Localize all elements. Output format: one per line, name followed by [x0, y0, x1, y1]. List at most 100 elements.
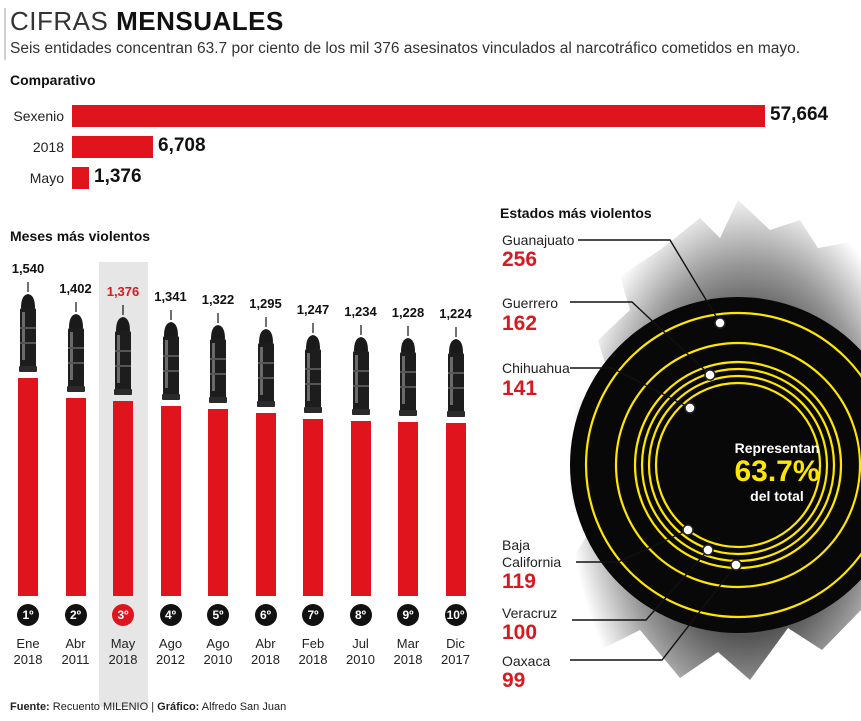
- month-bar: [160, 406, 181, 596]
- month-bar: [65, 397, 86, 596]
- rank-badge: 4º: [159, 604, 182, 626]
- state-name-guanajuato: Guanajuato: [502, 232, 575, 248]
- rank-badge: 1º: [17, 604, 39, 626]
- state-value-oaxaca: 99: [502, 669, 526, 692]
- year-label: 2010: [346, 652, 375, 667]
- source-value: Recuento MILENIO: [52, 701, 149, 713]
- state-name-veracruz: Veracruz: [502, 605, 558, 621]
- leader-veracruz: [572, 549, 709, 621]
- comparativo-bar: [72, 136, 153, 158]
- bullet-icon: [19, 282, 37, 372]
- marker-chihuahua: [684, 402, 696, 414]
- month-label: Ene: [16, 636, 40, 651]
- state-name-oaxaca: Oaxaca: [502, 653, 551, 669]
- month-bar: [18, 378, 38, 596]
- graphic-label: Gráfico:: [157, 701, 200, 713]
- state-value-guanajuato: 256: [502, 248, 538, 271]
- month-label: Abr: [255, 636, 276, 651]
- month-bar: [350, 421, 371, 596]
- year-label: 2018: [13, 652, 43, 667]
- footer-separator: |: [151, 701, 155, 713]
- leader-guerrero: [570, 301, 711, 376]
- leader-chihuahua: [570, 367, 691, 409]
- marker-baja: [682, 524, 694, 536]
- month-label: Feb: [301, 636, 325, 651]
- state-name-baja-line2: California: [502, 554, 562, 570]
- comparativo-value: 57,664: [770, 104, 829, 125]
- month-value-label: 1,402: [59, 280, 92, 296]
- year-label: 2017: [441, 652, 470, 667]
- marker-oaxaca: [730, 559, 742, 571]
- rank-badge: 6º: [254, 604, 277, 626]
- leader-oaxaca: [570, 564, 737, 661]
- leader-baja: [576, 529, 689, 563]
- month-value-label: 1,322: [201, 291, 235, 307]
- month-value-label: 1,247: [296, 302, 330, 318]
- footer: Fuente: Recuento MILENIO | Gráfico: Alfr…: [10, 701, 286, 713]
- yellow-ring-6: [654, 381, 822, 549]
- center-percent: 63.7%: [734, 455, 820, 488]
- title-light: CIFRAS: [10, 6, 109, 36]
- yellow-ring-1: [584, 311, 861, 619]
- page-subtitle: Seis entidades concentran 63.7 por cient…: [10, 40, 801, 57]
- months-heading: Meses más violentos: [10, 228, 151, 244]
- rank-badge: 3º: [112, 604, 134, 626]
- comparativo-heading: Comparativo: [10, 72, 96, 88]
- month-bar: [445, 422, 466, 596]
- source-label: Fuente:: [10, 701, 50, 713]
- leader-lines: [570, 239, 737, 661]
- state-name-baja-line1: Baja: [502, 537, 531, 553]
- comparativo-value: 1,376: [94, 166, 142, 187]
- hole-center: [570, 297, 861, 633]
- rank-badge: 9º: [397, 604, 419, 626]
- bullet-icon: [399, 326, 417, 417]
- month-label: May: [110, 636, 136, 651]
- comparativo-value: 6,708: [158, 135, 206, 156]
- bullet-icon: [446, 326, 465, 417]
- year-label: 2011: [61, 652, 90, 667]
- month-bar: [398, 422, 418, 596]
- states-heading: Estados más violentos: [500, 205, 652, 221]
- comparativo-label: Sexenio: [13, 108, 64, 124]
- month-label: Abr: [65, 636, 86, 651]
- month-value-label: 1,224: [439, 305, 472, 321]
- year-label: 2010: [203, 652, 233, 667]
- comparativo-label: Mayo: [29, 170, 64, 186]
- state-value-chihuahua: 141: [502, 377, 538, 400]
- rank-badge: 2º: [64, 604, 87, 626]
- comparativo-bar: [72, 167, 89, 189]
- bullet-icon: [256, 316, 275, 407]
- marker-guanajuato: [714, 317, 726, 329]
- month-value-label: 1,295: [249, 295, 282, 311]
- month-value-label: 1,376: [106, 284, 140, 300]
- ring-markers: [682, 317, 742, 571]
- yellow-ring-2: [614, 341, 861, 589]
- center-summary: Representan 63.7% del total: [712, 440, 842, 504]
- month-value-label: 1,228: [391, 305, 425, 321]
- state-value-baja: 119: [502, 570, 536, 593]
- bullet-icon: [351, 325, 370, 416]
- yellow-ring-5: [647, 374, 829, 556]
- comparativo-bar: [72, 105, 765, 127]
- rank-badge: 5º: [207, 604, 229, 626]
- page-title: CIFRAS MENSUALES: [10, 6, 284, 37]
- month-label: Mar: [396, 636, 420, 651]
- marker-guerrero: [704, 369, 716, 381]
- month-bar: [255, 412, 276, 596]
- bullet-icon: [161, 310, 180, 401]
- graphic-value: Alfredo San Juan: [201, 701, 287, 713]
- month-label: Ago: [158, 636, 183, 651]
- year-label: 2018: [108, 652, 138, 667]
- bullet-icon: [66, 301, 85, 392]
- month-value-label: 1,234: [344, 304, 377, 320]
- month-bar: [113, 401, 133, 596]
- state-name-chihuahua: Chihuahua: [502, 360, 570, 376]
- bullet-icon: [209, 312, 227, 403]
- center-line3: del total: [750, 488, 804, 504]
- title-rule: [4, 8, 6, 60]
- bullet-icon: [304, 323, 322, 414]
- year-label: 2018: [251, 652, 280, 667]
- rank-badge: 8º: [349, 604, 372, 626]
- state-value-veracruz: 100: [502, 621, 538, 644]
- title-bold: MENSUALES: [116, 6, 284, 36]
